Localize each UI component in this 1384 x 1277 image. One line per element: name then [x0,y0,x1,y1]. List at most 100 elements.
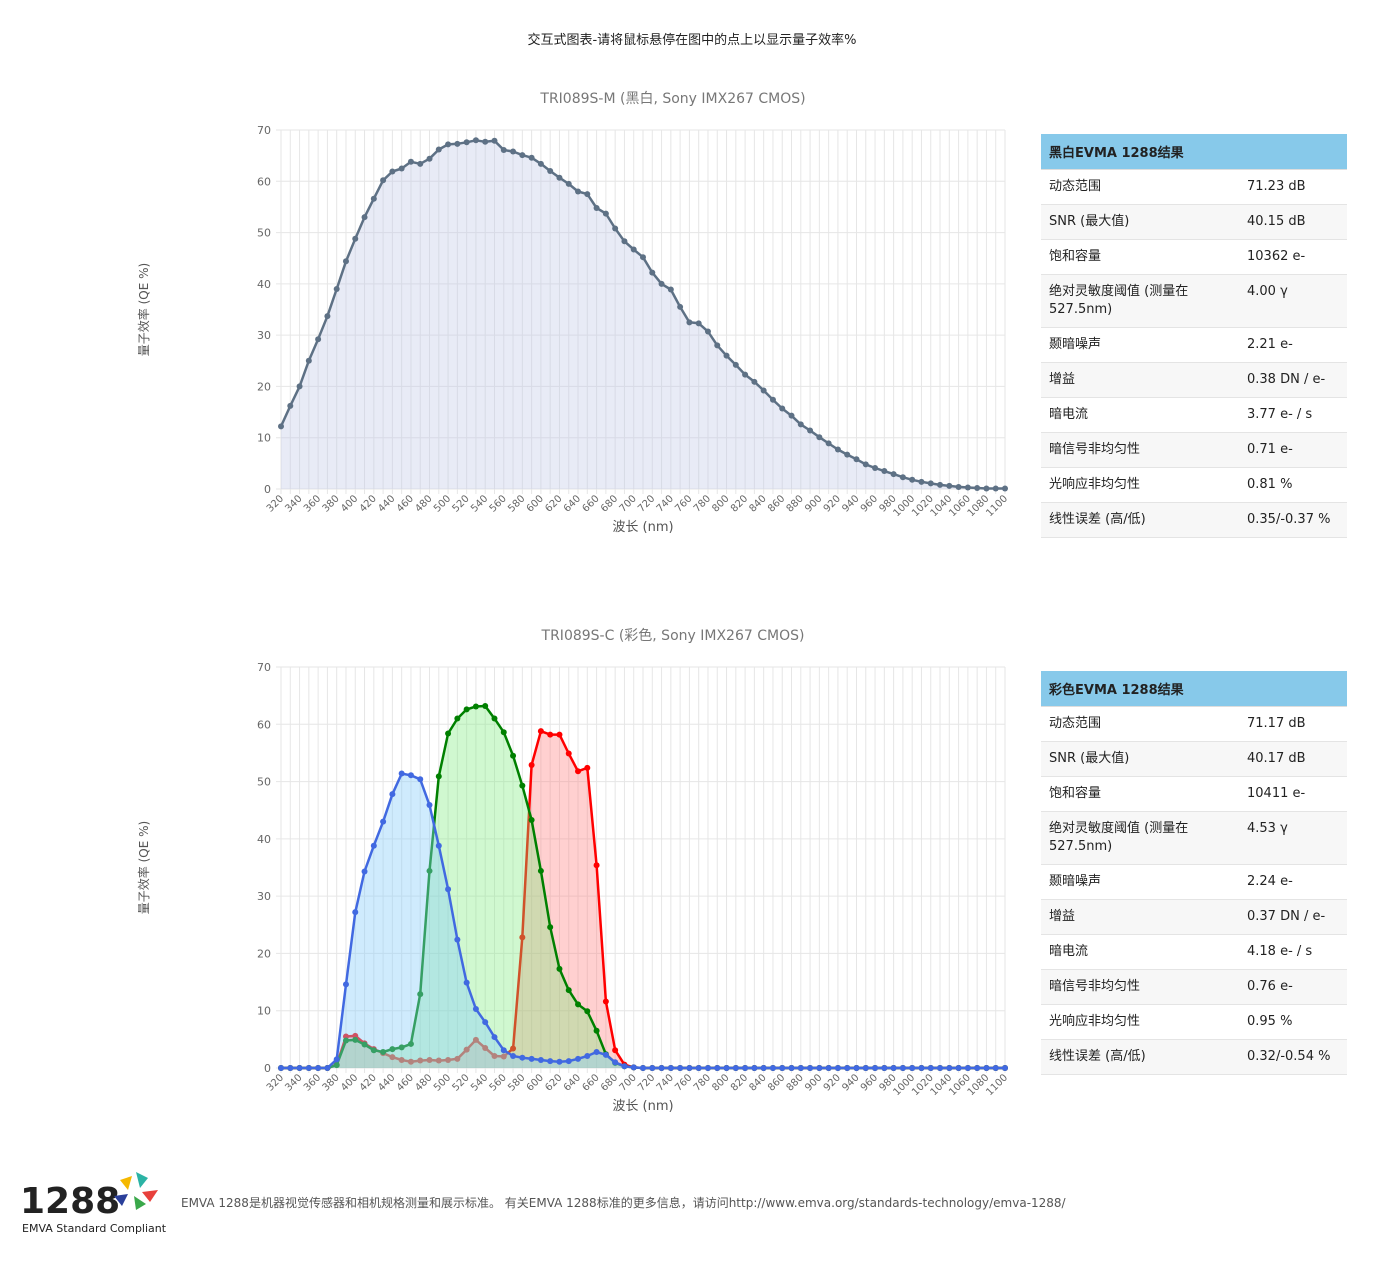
data-point [723,1065,730,1071]
y-tick-label: 30 [257,329,271,342]
table-row: 饱和容量 10362 e- [1041,239,1347,275]
x-tick-label: 560 [488,493,509,514]
x-tick-label: 880 [785,1072,806,1093]
header-row: 黑白EVMA 1288结果 [1041,134,1347,170]
x-tick-label: 900 [803,1072,824,1093]
data-point [612,1059,619,1066]
data-point [844,451,851,458]
data-point [445,886,452,893]
y-axis-title: 量子效率 (QE %) [136,821,151,914]
data-point [575,1055,582,1062]
y-tick-label: 60 [257,718,271,731]
value-cell: 0.76 e- [1239,969,1347,1005]
data-point [426,155,433,162]
data-point [640,254,646,261]
data-point [621,238,628,245]
data-point [352,909,359,916]
footer-text: EMVA 1288是机器视觉传感器和相机规格测量和展示标准。 有关EMVA 12… [181,1196,1066,1210]
x-tick-label: 900 [803,493,824,514]
data-point [649,1065,656,1071]
x-tick-label: 460 [395,493,416,514]
y-tick-label: 0 [264,483,271,496]
table-row: 饱和容量 10411 e- [1041,776,1347,812]
data-point [946,1065,953,1071]
x-tick-label: 600 [525,493,546,514]
data-point [333,1062,340,1069]
value-cell: 4.00 γ [1239,274,1347,328]
x-tick-label: 700 [618,1072,639,1093]
label-cell: 光响应非均匀性 [1041,467,1239,503]
data-point [825,440,832,447]
x-tick-label: 940 [840,1072,861,1093]
data-point [797,1065,804,1071]
x-tick-label: 520 [450,493,471,514]
data-point [974,484,981,491]
data-point [519,782,526,789]
y-tick-label: 0 [264,1062,271,1075]
table-row: 线性误差 (高/低) 0.35/-0.37 % [1041,502,1347,538]
data-point [584,764,591,771]
data-point [556,965,563,972]
y-tick-label: 30 [257,890,271,903]
label-cell: 暗电流 [1041,934,1239,970]
x-tick-label: 480 [413,1072,434,1093]
data-point [519,1054,526,1061]
data-point [844,1065,851,1071]
table-row: 暗电流 3.77 e- / s [1041,397,1347,433]
data-point [510,1052,517,1059]
table-row: 动态范围 71.23 dB [1041,169,1347,205]
data-point [974,1065,981,1071]
data-point [584,1008,591,1015]
data-point [482,138,489,145]
label-cell: 暗信号非均匀性 [1041,969,1239,1005]
value-cell: 10362 e- [1239,239,1347,275]
data-point [342,258,349,265]
x-tick-label: 820 [729,493,750,514]
data-point [537,1056,544,1063]
label-cell: 颞暗噪声 [1041,864,1239,900]
data-point [407,1058,414,1065]
data-point [640,1065,646,1071]
data-point [899,474,906,481]
data-point [853,1065,860,1071]
data-point [361,868,368,875]
data-point [714,342,721,349]
area [281,140,1005,490]
table-row: 线性误差 (高/低) 0.32/-0.54 % [1041,1039,1347,1075]
data-point [584,1052,591,1059]
table-row: 光响应非均匀性 0.81 % [1041,467,1347,503]
label-cell: SNR (最大值) [1041,741,1239,777]
data-point [788,1065,795,1071]
data-point [686,1065,693,1071]
x-tick-label: 1100 [984,493,1010,519]
data-point [315,336,322,343]
chart-title: TRI089S-C (彩色, Sony IMX267 CMOS) [541,627,805,644]
data-point [584,191,591,198]
label-cell: 颞暗噪声 [1041,327,1239,363]
value-cell: 0.37 DN / e- [1239,899,1347,935]
data-point [732,1065,739,1071]
x-tick-label: 520 [450,1072,471,1093]
data-point [704,1065,711,1071]
value-cell: 0.38 DN / e- [1239,362,1347,398]
label-cell: 暗信号非均匀性 [1041,432,1239,468]
x-tick-label: 360 [302,493,323,514]
data-point [389,1054,396,1061]
data-point [491,715,498,722]
x-tick-label: 540 [469,1072,490,1093]
x-tick-label: 600 [525,1072,546,1093]
data-point [704,328,711,335]
value-cell: 0.71 e- [1239,432,1347,468]
x-tick-label: 580 [506,1072,527,1093]
data-point [528,761,535,768]
table-row: 暗信号非均匀性 0.76 e- [1041,969,1347,1005]
data-point [407,1040,414,1047]
x-tick-label: 920 [822,493,843,514]
data-point [658,1065,665,1071]
data-point [435,1057,442,1064]
table-row: 暗信号非均匀性 0.71 e- [1041,432,1347,468]
x-tick-label: 560 [488,1072,509,1093]
x-tick-label: 320 [265,493,286,514]
data-point [686,319,693,326]
